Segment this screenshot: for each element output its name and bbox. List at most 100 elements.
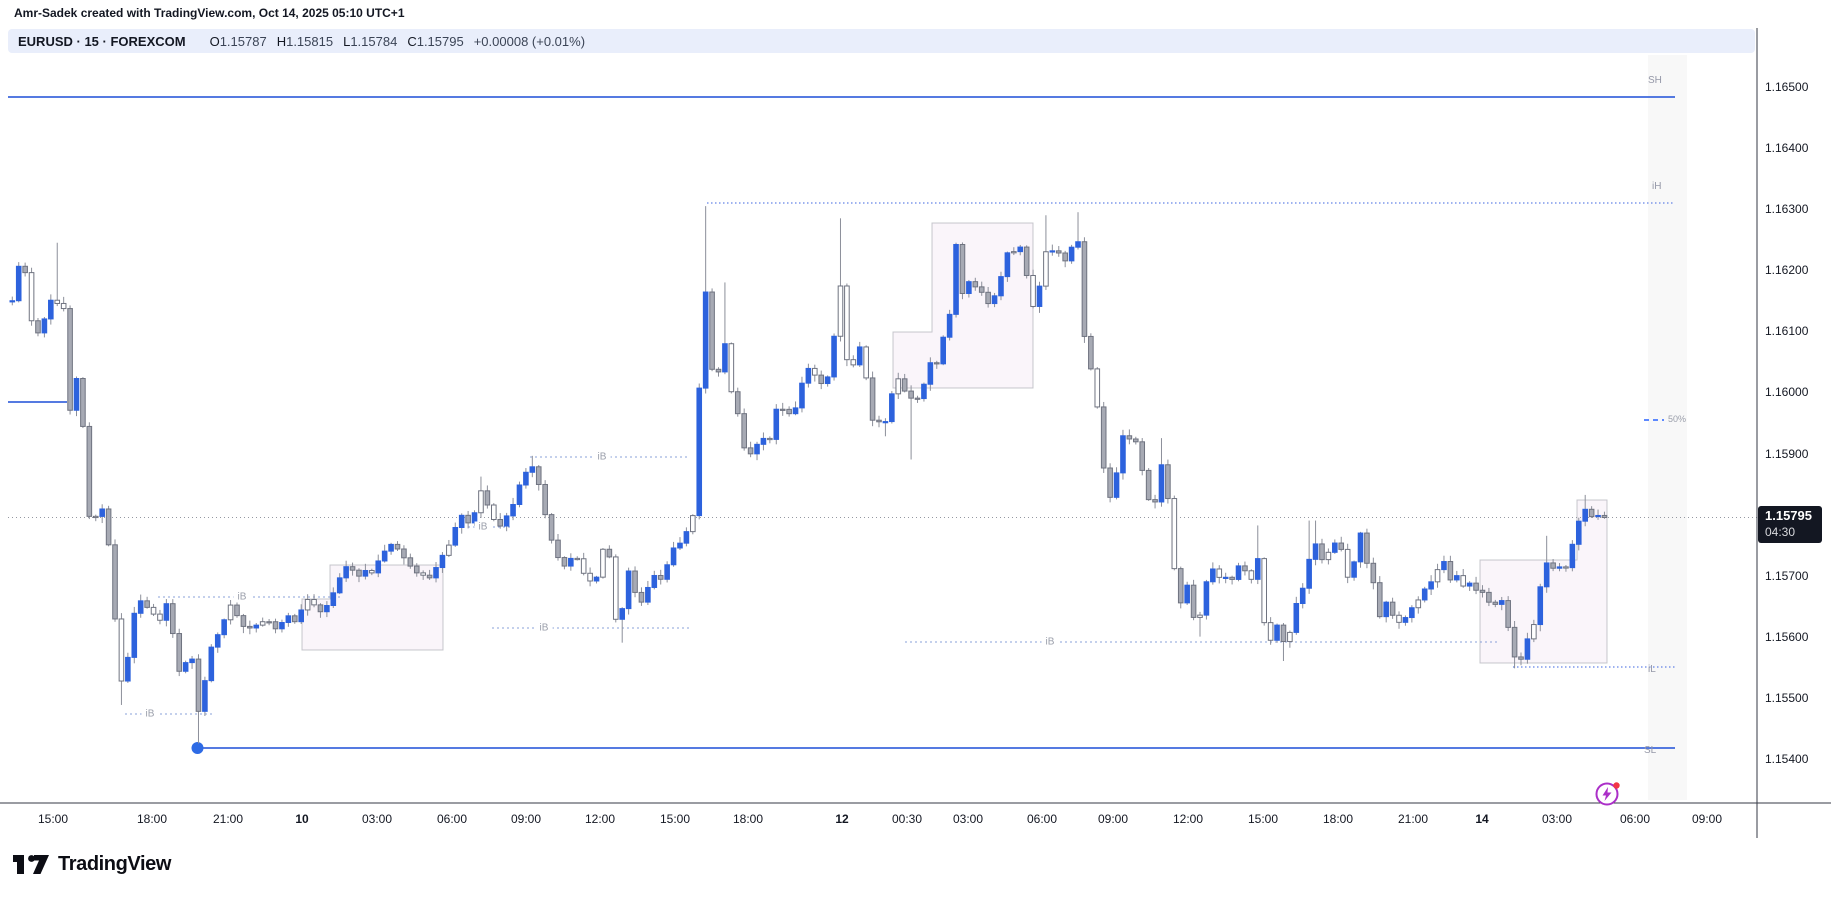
time-axis-label[interactable]: 15:00 [37, 812, 69, 826]
time-axis-label[interactable]: 03:00 [952, 812, 984, 826]
candle-body [1319, 543, 1325, 561]
ih-line-label: iH [1652, 181, 1662, 192]
candle-body [1107, 467, 1113, 498]
candle-body [1030, 274, 1036, 307]
time-axis-label[interactable]: 09:00 [510, 812, 542, 826]
time-axis-label[interactable]: 10 [295, 812, 309, 826]
candle-body [670, 547, 677, 566]
candle-body [1447, 561, 1454, 581]
sl-anchor-dot[interactable] [191, 742, 204, 754]
candle-body [664, 564, 670, 580]
price-axis-label[interactable]: 1.16400 [1765, 141, 1809, 155]
candle-body [1537, 586, 1544, 626]
candle-body [413, 565, 420, 574]
inside-bar-label-4: iB [593, 451, 611, 463]
price-axis-label[interactable]: 1.15900 [1765, 447, 1809, 461]
price-axis-label[interactable]: 1.15500 [1765, 691, 1809, 705]
candle-body [28, 272, 35, 322]
candle-body [253, 624, 260, 629]
flash-snapshot-icon[interactable] [1592, 779, 1638, 813]
candle-body [1428, 581, 1434, 590]
price-axis-label[interactable]: 1.16000 [1765, 385, 1809, 399]
candle-body [426, 574, 433, 579]
price-axis-label[interactable]: 1.15400 [1765, 752, 1809, 766]
candle-body [1287, 631, 1293, 643]
price-axis-label[interactable]: 1.16100 [1765, 324, 1809, 338]
price-axis-label[interactable]: 1.16200 [1765, 263, 1809, 277]
time-axis-label[interactable]: 18:00 [136, 812, 168, 826]
candle-body [850, 359, 857, 366]
time-axis-label[interactable]: 12 [835, 812, 849, 826]
close-value: 1.15795 [416, 33, 464, 49]
time-axis-label[interactable]: 09:00 [1691, 812, 1723, 826]
candle-body [336, 577, 343, 594]
candle-body [741, 413, 747, 449]
candle-body [1556, 566, 1563, 569]
price-axis-label[interactable]: 1.15600 [1765, 630, 1809, 644]
inside-bar-label-3: iB [474, 521, 492, 533]
time-axis-label[interactable]: 18:00 [732, 812, 764, 826]
price-axis-label[interactable]: 1.16500 [1765, 80, 1809, 94]
price-axis-label[interactable]: 1.16300 [1765, 202, 1809, 216]
price-axis-label[interactable]: 1.15700 [1765, 569, 1809, 583]
candle-body [1197, 614, 1203, 618]
time-axis-label[interactable]: 06:00 [436, 812, 468, 826]
il-line-label: iL [1648, 664, 1656, 675]
candle-body [1473, 582, 1479, 591]
candle-body [985, 291, 991, 305]
change-value: +0.00008 (+0.01%) [473, 33, 586, 49]
time-axis-label[interactable]: 14 [1475, 812, 1489, 826]
candle-body [291, 615, 298, 623]
candle-body [702, 291, 709, 389]
candle-body [48, 299, 54, 320]
symbol-ohlc-legend[interactable]: EURUSD · 15 · FOREXCOM O 1.15787 H 1.15815… [8, 29, 1755, 53]
time-axis-label[interactable]: 06:00 [1619, 812, 1651, 826]
time-axis-label[interactable]: 00:30 [891, 812, 923, 826]
candle-body [1396, 614, 1402, 623]
candle-body [195, 658, 202, 712]
time-axis-label[interactable]: 12:00 [1172, 812, 1204, 826]
candle-body [651, 574, 658, 588]
candle-body [587, 572, 593, 582]
time-axis-label[interactable]: 21:00 [212, 812, 244, 826]
candle-body [1518, 656, 1524, 660]
time-axis-label[interactable]: 03:00 [1541, 812, 1573, 826]
time-axis-label[interactable]: 18:00 [1322, 812, 1354, 826]
candle-body [1543, 562, 1550, 588]
time-axis-label[interactable]: 15:00 [1247, 812, 1279, 826]
close-label: C [407, 33, 417, 49]
time-axis-label[interactable]: 03:00 [361, 812, 393, 826]
time-axis-label[interactable]: 15:00 [659, 812, 691, 826]
time-axis-label[interactable]: 12:00 [584, 812, 616, 826]
inside-bar-range-box-2[interactable] [892, 222, 1034, 389]
candle-body [1357, 532, 1364, 563]
candle-body [542, 483, 548, 516]
candle-body [1338, 542, 1345, 550]
candle-body [266, 621, 272, 624]
candle-body [1595, 514, 1601, 518]
candle-body [1364, 532, 1370, 564]
time-axis-label[interactable]: 09:00 [1097, 812, 1129, 826]
candle-body [1229, 576, 1235, 580]
candle-body [818, 374, 825, 385]
lightning-bolt-icon [1602, 787, 1612, 801]
open-value: 1.15787 [219, 33, 267, 49]
candle-body [1158, 464, 1165, 503]
tradingview-logo[interactable]: TradingView [12, 853, 171, 876]
candle-body [1460, 575, 1467, 587]
fifty-percent-label[interactable]: 50% [1668, 414, 1687, 424]
candle-body [1075, 241, 1081, 248]
candle-body [1100, 406, 1107, 469]
candle-body [1254, 558, 1261, 580]
inside-bar-label-2: iB [233, 591, 251, 603]
time-axis-label[interactable]: 06:00 [1026, 812, 1058, 826]
tradingview-logo-glyph [13, 854, 49, 874]
candle-body [1023, 246, 1030, 276]
candle-body [953, 244, 959, 315]
time-axis-label[interactable]: 21:00 [1397, 812, 1429, 826]
candle-body [921, 383, 927, 400]
candle-body [176, 633, 183, 672]
inside-bar-range-box-3[interactable] [1479, 499, 1608, 664]
sh-line-label: SH [1648, 75, 1662, 86]
